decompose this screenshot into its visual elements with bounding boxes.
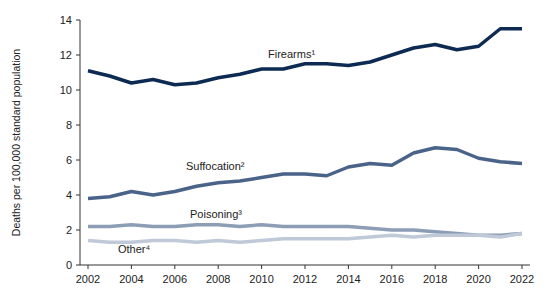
y-tick [76, 160, 80, 161]
chart: 0 2 4 6 8 10 12 14 2002 2004 2006 2008 2010 2012 2014 2… [0, 0, 560, 295]
x-tick-label: 2018 [423, 273, 447, 285]
x-tick [522, 265, 523, 269]
series-line [88, 29, 522, 85]
x-tick [435, 265, 436, 269]
x-tick [261, 265, 262, 269]
x-tick-label: 2020 [466, 273, 490, 285]
x-tick-label: 2010 [249, 273, 273, 285]
x-tick-label: 2002 [76, 273, 100, 285]
x-tick-label: 2006 [163, 273, 187, 285]
y-tick [76, 125, 80, 126]
y-tick-label: 8 [66, 119, 72, 131]
x-tick [478, 265, 479, 269]
y-axis-label: Deaths per 100,000 standard population [10, 49, 22, 237]
x-tick-label: 2016 [380, 273, 404, 285]
x-tick [131, 265, 132, 269]
x-tick [218, 265, 219, 269]
x-tick [305, 265, 306, 269]
x-tick-label: 2004 [119, 273, 143, 285]
y-tick-label: 6 [66, 154, 72, 166]
y-tick [76, 20, 80, 21]
series-label: Poisoning³ [190, 208, 242, 220]
y-tick-label: 12 [60, 49, 72, 61]
x-tick [174, 265, 175, 269]
y-tick-label: 10 [60, 84, 72, 96]
x-tick [348, 265, 349, 269]
y-tick [76, 55, 80, 56]
y-tick [76, 230, 80, 231]
x-tick-label: 2012 [293, 273, 317, 285]
x-tick [391, 265, 392, 269]
x-tick [88, 265, 89, 269]
x-tick-label: 2008 [206, 273, 230, 285]
x-tick-label: 2014 [336, 273, 360, 285]
y-tick-label: 0 [66, 259, 72, 271]
y-tick [76, 265, 80, 266]
y-tick [76, 195, 80, 196]
series-label: Firearms¹ [268, 48, 315, 60]
lines [88, 29, 522, 243]
y-tick [76, 90, 80, 91]
series-label: Suffocation² [186, 160, 245, 172]
series-label: Other⁴ [118, 243, 151, 255]
y-axis-line [80, 20, 81, 265]
y-tick-label: 14 [60, 14, 72, 26]
y-tick-label: 4 [66, 189, 72, 201]
series-line [88, 148, 522, 199]
series-line [88, 234, 522, 243]
y-tick-label: 2 [66, 224, 72, 236]
x-tick-label: 2022 [510, 273, 534, 285]
